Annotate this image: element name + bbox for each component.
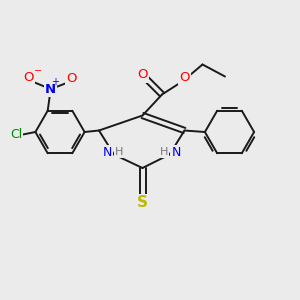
Text: N: N [45, 82, 56, 96]
Text: H: H [115, 147, 124, 157]
Text: S: S [137, 195, 148, 210]
Text: N: N [103, 146, 112, 159]
Text: O: O [179, 71, 190, 84]
Text: N: N [171, 146, 181, 159]
Text: +: + [51, 77, 59, 88]
Text: Cl: Cl [10, 128, 22, 142]
Text: O: O [137, 68, 148, 82]
Text: O: O [24, 71, 34, 84]
Text: O: O [67, 72, 77, 85]
Text: −: − [34, 66, 42, 76]
Text: H: H [160, 147, 168, 157]
